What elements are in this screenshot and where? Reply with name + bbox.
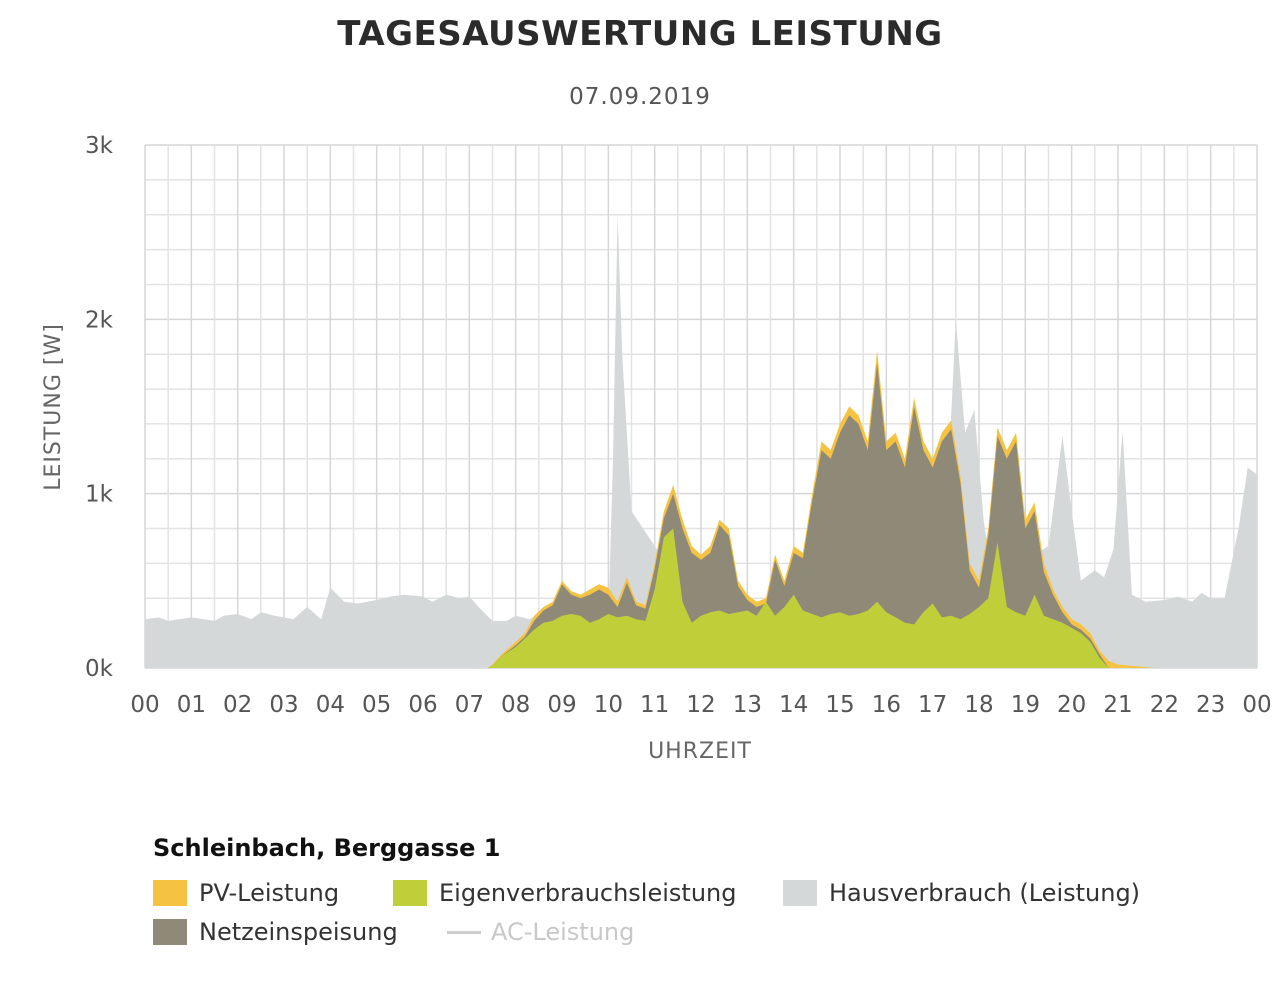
chart-subtitle: 07.09.2019 — [569, 84, 711, 110]
grid — [144, 144, 1258, 669]
series-layer — [145, 214, 1257, 668]
legend-label-hausverbrauch: Hausverbrauch (Leistung) — [829, 879, 1141, 907]
x-tick-label: 21 — [1103, 692, 1132, 718]
x-tick-label: 02 — [223, 692, 252, 718]
x-tick-label: 13 — [733, 692, 762, 718]
x-tick-label: 04 — [316, 692, 345, 718]
x-tick-label: 19 — [1011, 692, 1040, 718]
x-tick-label: 10 — [594, 692, 623, 718]
area-chart: 00 01 02 03 04 05 06 07 08 09 10 11 12 13 14 15 16 17 18 19… — [41, 133, 1272, 764]
x-axis-title: UHRZEIT — [648, 739, 752, 764]
x-tick-label: 14 — [779, 692, 808, 718]
line-gray-icon — [447, 930, 481, 934]
x-tick-label: 16 — [872, 692, 901, 718]
legend-label-ac-leistung: AC-Leistung — [491, 918, 635, 946]
x-tick-label: 23 — [1196, 692, 1225, 718]
tick-labels: 00 01 02 03 04 05 06 07 08 09 10 11 12 13 14 15 16 17 18 19… — [85, 133, 1272, 718]
legend-item-ac-leistung[interactable]: AC-Leistung — [447, 918, 634, 946]
swatch-light-gray-icon — [783, 880, 817, 906]
legend-item-hausverbrauch[interactable]: Hausverbrauch (Leistung) — [783, 879, 1140, 907]
swatch-dark-gray-icon — [153, 919, 187, 945]
x-tick-label: 09 — [547, 692, 576, 718]
legend-label-pv: PV-Leistung — [199, 879, 340, 907]
x-tick-label: 08 — [501, 692, 530, 718]
chart-title: TAGESAUSWERTUNG LEISTUNG — [337, 14, 943, 54]
y-tick-label: 1k — [85, 482, 114, 508]
x-tick-label: 11 — [640, 692, 669, 718]
area-series-0 — [145, 214, 1257, 668]
y-tick-label: 0k — [85, 656, 114, 682]
x-tick-label: 22 — [1150, 692, 1179, 718]
y-axis-title: LEISTUNG [W] — [41, 323, 66, 491]
x-tick-label: 07 — [455, 692, 484, 718]
x-tick-label: 05 — [362, 692, 391, 718]
x-tick-label: 00 — [130, 692, 159, 718]
legend-label-eigenverbrauch: Eigenverbrauchsleistung — [439, 879, 737, 907]
legend-title: Schleinbach, Berggasse 1 — [153, 834, 501, 862]
x-tick-label: 06 — [408, 692, 437, 718]
x-tick-label: 20 — [1057, 692, 1086, 718]
swatch-yellow-icon — [153, 880, 187, 906]
legend-item-pv[interactable]: PV-Leistung — [153, 879, 339, 907]
y-tick-label: 3k — [85, 133, 114, 159]
legend-item-eigenverbrauch[interactable]: Eigenverbrauchsleistung — [393, 879, 736, 907]
y-tick-label: 2k — [85, 307, 114, 333]
x-tick-label: 12 — [686, 692, 715, 718]
area-series-2 — [487, 362, 1109, 668]
legend-item-netzeinspeisung[interactable]: Netzeinspeisung — [153, 918, 398, 946]
x-tick-label: 01 — [177, 692, 206, 718]
area-series-3 — [487, 528, 1109, 668]
x-tick-label: 18 — [964, 692, 993, 718]
x-tick-label: 00 — [1242, 692, 1271, 718]
swatch-green-icon — [393, 880, 427, 906]
x-tick-label: 03 — [269, 692, 298, 718]
x-tick-label: 15 — [825, 692, 854, 718]
x-tick-label: 17 — [918, 692, 947, 718]
legend-label-netzeinspeisung: Netzeinspeisung — [199, 918, 398, 946]
